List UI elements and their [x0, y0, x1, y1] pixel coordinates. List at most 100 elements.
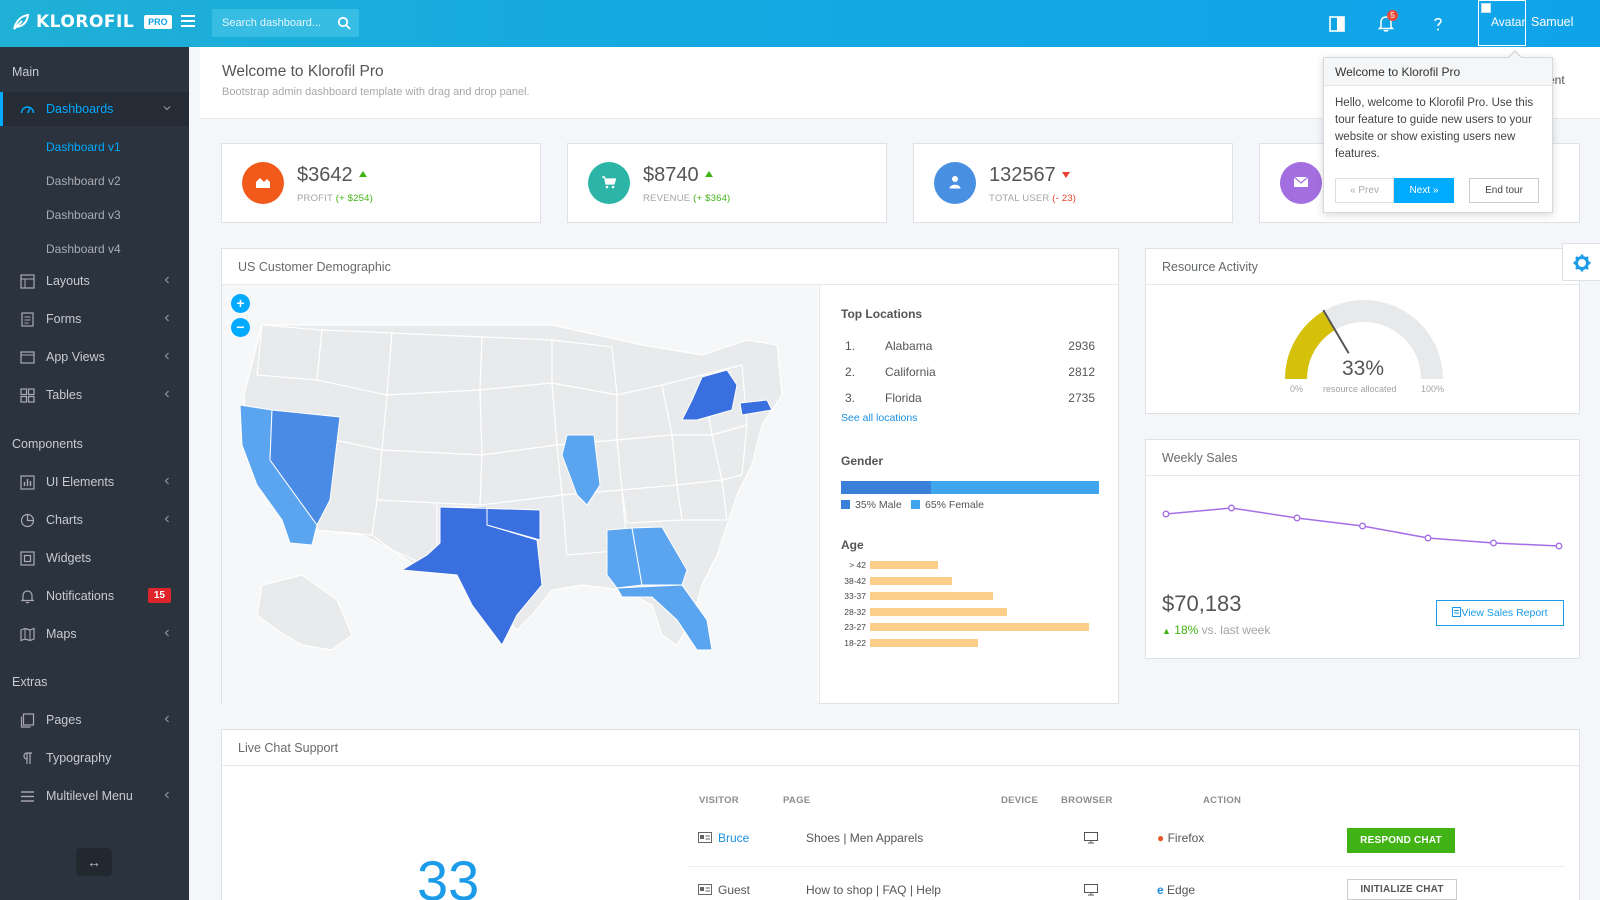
sidebar-item-app-views[interactable]: App Views — [0, 340, 189, 374]
gender-title: Gender — [841, 454, 884, 468]
sidebar-subitem-dashboard-v4[interactable]: Dashboard v4 — [46, 242, 121, 256]
metric-label: PROFIT (+ $254) — [297, 193, 373, 204]
metric-value: $8740 — [643, 164, 713, 187]
browser-name: ● Firefox — [1157, 831, 1205, 845]
notifications-button[interactable]: 5 — [1377, 10, 1398, 33]
grid-icon — [20, 388, 35, 403]
chevron-left-icon — [164, 715, 169, 723]
map-zoom-in-button[interactable]: + — [231, 294, 250, 313]
metric-icon-bg — [588, 162, 630, 204]
sidebar-item-charts[interactable]: Charts — [0, 503, 189, 537]
shopping-cart-icon — [602, 176, 617, 189]
map-zoom-out-button[interactable]: − — [231, 318, 250, 337]
tour-end-button[interactable]: End tour — [1469, 178, 1539, 203]
gauge-caption: resource allocated — [1323, 384, 1397, 394]
metric-icon-bg — [242, 162, 284, 204]
metric-label: TOTAL USER (- 23) — [989, 193, 1077, 204]
visitor-link[interactable]: Bruce — [718, 831, 750, 845]
sidebar-item-label: Forms — [46, 312, 82, 326]
panel-title: US Customer Demographic — [238, 260, 391, 274]
gauge-percent: 33% — [1342, 357, 1385, 380]
tour-prev-button[interactable]: « Prev — [1335, 178, 1394, 203]
tour-next-button[interactable]: Next » — [1394, 178, 1454, 203]
sidebar-item-typography[interactable]: Typography — [0, 741, 189, 775]
trend-up-icon — [704, 171, 713, 177]
sidebar-item-ui-elements[interactable]: UI Elements — [0, 465, 189, 499]
desktop-icon — [1084, 884, 1098, 896]
gender-male-fill — [841, 481, 932, 494]
top-locations-title: Top Locations — [841, 307, 923, 321]
pie-chart-icon — [20, 513, 35, 528]
search-box — [212, 9, 359, 37]
age-range-label: > 42 — [849, 560, 866, 570]
sales-point[interactable] — [1424, 534, 1432, 542]
sidebar-item-layouts[interactable]: Layouts — [0, 264, 189, 298]
search-input[interactable] — [212, 9, 327, 37]
chevron-left-icon — [164, 276, 169, 284]
sidebar-item-forms[interactable]: Forms — [0, 302, 189, 336]
help-icon[interactable] — [1429, 15, 1447, 33]
metric-icon-bg — [1280, 162, 1322, 204]
sidebar-collapse-button[interactable]: ↔ — [76, 848, 112, 876]
menu-toggle-icon[interactable] — [181, 15, 195, 30]
sidebar-item-notifications[interactable]: Notifications 15 — [0, 579, 189, 613]
sidebar-item-tables[interactable]: Tables — [0, 378, 189, 412]
gauge-fill — [1285, 311, 1336, 380]
initialize-chat-button[interactable]: INITIALIZE CHAT — [1347, 879, 1457, 900]
firefox-icon: ● — [1157, 831, 1165, 845]
sales-point[interactable] — [1228, 504, 1235, 512]
notification-count-badge: 5 — [1387, 10, 1398, 21]
age-bar — [870, 561, 938, 569]
column-header-device: DEVICE — [1001, 795, 1039, 806]
sidebar-item-maps[interactable]: Maps — [0, 617, 189, 651]
sidebar-subitem-dashboard-v3[interactable]: Dashboard v3 — [46, 208, 121, 222]
metric-value: $3642 — [297, 164, 367, 187]
tour-popover: Welcome to Klorofil Pro Hello, welcome t… — [1323, 50, 1553, 213]
broken-image-icon — [1481, 3, 1491, 13]
panel-weekly-sales: Weekly Sales $70,183 ▲ 18% vs. last week… — [1145, 439, 1580, 659]
view-sales-report-button[interactable]: View Sales Report — [1436, 600, 1564, 626]
sales-point[interactable] — [1162, 510, 1170, 518]
gauge-min-label: 0% — [1290, 384, 1304, 394]
sales-point[interactable] — [1359, 522, 1366, 530]
sidebar-subitem-dashboard-v2[interactable]: Dashboard v2 — [46, 174, 121, 188]
user-menu[interactable]: Avatar Samuel — [1478, 0, 1600, 47]
age-range-label: 23-27 — [844, 622, 866, 632]
sales-point[interactable] — [1555, 542, 1563, 550]
form-icon — [21, 312, 34, 327]
map-icon — [20, 627, 35, 642]
age-bar — [870, 638, 979, 647]
sidebar-item-pages[interactable]: Pages — [0, 703, 189, 737]
age-bar — [870, 576, 952, 585]
sidebar-item-label: Layouts — [46, 274, 90, 288]
layout-toggle-icon[interactable] — [1328, 15, 1346, 33]
search-icon[interactable] — [337, 16, 351, 30]
page-subtitle: Bootstrap admin dashboard template with … — [222, 86, 530, 98]
sales-point[interactable] — [1293, 514, 1301, 522]
age-range-label: 18-22 — [844, 637, 866, 648]
weekly-sales-value: $70,183 — [1162, 591, 1242, 616]
sidebar-item-label: Charts — [46, 513, 83, 527]
chart-bars-icon — [20, 475, 35, 490]
sidebar-subitem-dashboard-v1[interactable]: Dashboard v1 — [46, 140, 121, 154]
panel-us-demographic: US Customer Demographic + − — [221, 248, 1119, 704]
age-bar-row: 38-42 — [841, 576, 1101, 586]
avatar[interactable]: Avatar — [1478, 0, 1526, 46]
chevron-left-icon — [164, 515, 169, 523]
sidebar-item-dashboards[interactable]: Dashboards — [0, 92, 189, 126]
see-all-locations-link[interactable]: See all locations — [841, 412, 918, 424]
pilcrow-icon — [23, 752, 32, 764]
age-bar-row: 18-22 — [841, 638, 1101, 648]
sidebar-item-widgets[interactable]: Widgets — [0, 541, 189, 575]
panel-live-chat: Live Chat Support 33 VISITOR PAGE DEVICE… — [221, 729, 1580, 900]
sidebar-heading-extras: Extras — [12, 675, 48, 689]
arrows-horizontal-icon: ↔ — [87, 854, 101, 870]
settings-toggle-button[interactable] — [1562, 243, 1600, 281]
us-map[interactable]: + − — [222, 285, 818, 704]
brand-logo[interactable]: KLOROFIL PRO — [12, 12, 172, 32]
sidebar-item-multilevel-menu[interactable]: Multilevel Menu — [0, 779, 189, 813]
sales-point[interactable] — [1490, 539, 1497, 547]
respond-chat-button[interactable]: RESPOND CHAT — [1347, 828, 1455, 853]
dashboard-gauge-icon — [20, 106, 35, 114]
notifications-count-badge: 15 — [147, 588, 171, 603]
